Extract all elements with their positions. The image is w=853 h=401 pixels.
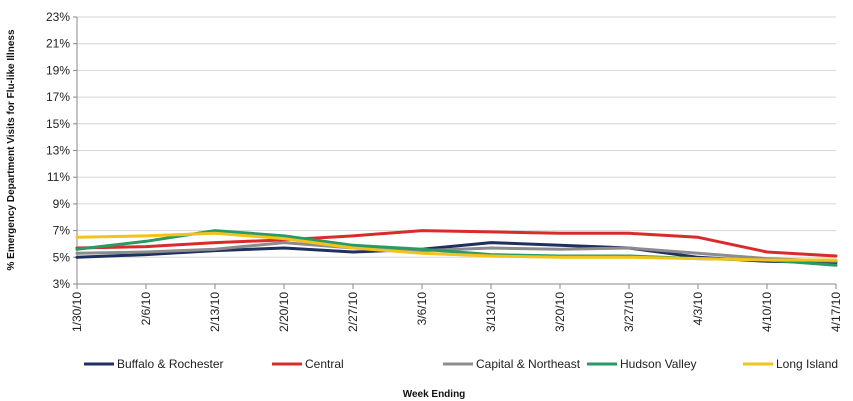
y-tick-labels: 3% 5% 7% 9% 11% 13% 15% 17% 19% 21% 23%	[46, 10, 70, 291]
x-tick-label: 3/20/10	[553, 292, 567, 332]
x-tick-label: 2/20/10	[277, 292, 291, 332]
axes	[76, 17, 836, 285]
series-line-capital-northeast	[75, 241, 838, 263]
legend-label-central: Central	[305, 357, 344, 371]
x-tick-label: 2/27/10	[346, 292, 360, 332]
series-line-central	[75, 229, 838, 258]
x-tick-label: 4/10/10	[760, 292, 774, 332]
y-tick-label: 23%	[46, 10, 70, 24]
x-tick-label: 3/6/10	[415, 292, 429, 326]
y-axis-title: % Emergency Department Visits for Flu-li…	[6, 29, 17, 270]
y-tick-label: 9%	[53, 197, 71, 211]
series-lines	[75, 229, 838, 267]
series-line-long-island	[75, 231, 838, 262]
y-tick-label: 15%	[46, 117, 70, 131]
x-tick-label: 4/17/10	[829, 292, 843, 332]
y-tick-label: 3%	[53, 277, 71, 291]
y-tick-label: 21%	[46, 37, 70, 51]
legend-label-buffalo-rochester: Buffalo & Rochester	[117, 357, 224, 371]
y-tick-label: 13%	[46, 144, 70, 158]
y-tick-label: 19%	[46, 63, 70, 77]
legend-label-hudson-valley: Hudson Valley	[620, 357, 697, 371]
x-tick-label: 3/13/10	[484, 292, 498, 332]
x-tick-label: 1/30/10	[70, 292, 84, 332]
gridlines	[73, 16, 836, 285]
x-axis-title: Week Ending	[403, 389, 466, 400]
y-tick-label: 5%	[53, 250, 71, 264]
y-tick-label: 11%	[47, 170, 70, 184]
y-tick-label: 17%	[46, 90, 70, 104]
y-tick-label: 7%	[53, 224, 71, 238]
legend-label-long-island: Long Island	[776, 357, 838, 371]
x-tick-label: 4/3/10	[691, 292, 705, 326]
x-tick-label: 2/13/10	[208, 292, 222, 332]
legend-label-capital-northeast: Capital & Northeast	[476, 357, 581, 371]
x-tick-label: 2/6/10	[139, 292, 153, 326]
legend: Buffalo & Rochester Central Capital & Nort…	[84, 357, 838, 371]
x-tick-label: 3/27/10	[622, 292, 636, 332]
x-tick-labels: 1/30/10 2/6/10 2/13/10 2/20/10 2/27/10 3/6/10…	[70, 284, 843, 332]
